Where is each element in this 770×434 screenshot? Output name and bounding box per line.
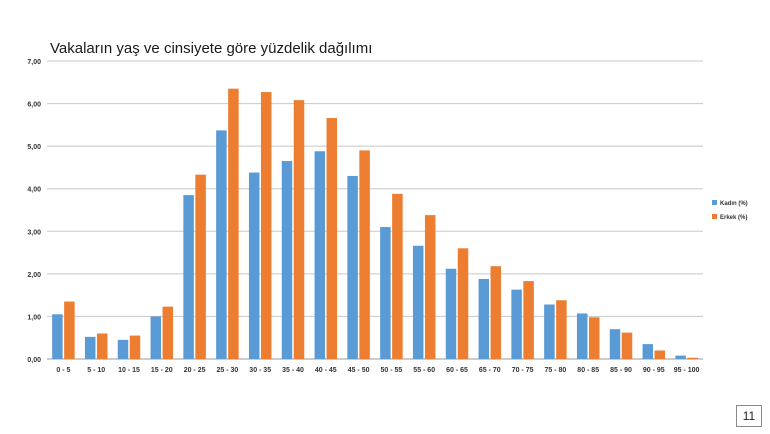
page-number-badge: 11: [736, 405, 762, 427]
y-tick-label: 6,00: [27, 102, 41, 109]
y-tick-label: 2,00: [27, 272, 41, 279]
bar-kadin: [609, 329, 621, 359]
bar-erkek: [588, 317, 600, 359]
x-tick-label: 20 - 25: [184, 367, 206, 374]
x-tick-label: 5 - 10: [87, 367, 105, 374]
bar-kadin: [347, 175, 358, 359]
bar-erkek: [129, 335, 141, 359]
bar-kadin: [84, 336, 96, 359]
legend-label: Kadın (%): [720, 201, 748, 207]
bar-erkek: [424, 215, 436, 359]
x-tick-label: 85 - 90: [610, 367, 632, 374]
chart-title: Vakaların yaş ve cinsiyete göre yüzdelik…: [50, 40, 372, 57]
x-tick-label: 65 - 70: [479, 367, 501, 374]
y-tick-label: 1,00: [27, 314, 41, 321]
bar-erkek: [293, 100, 305, 359]
bar-erkek: [392, 193, 403, 359]
legend-label: Erkek (%): [720, 215, 747, 221]
bar-erkek: [195, 174, 206, 359]
y-tick-label: 5,00: [27, 144, 41, 151]
x-tick-label: 10 - 15: [118, 367, 140, 374]
bar-erkek: [162, 306, 174, 359]
x-axis-ticks: 0 - 5 5 - 10 10 - 15 15 - 20 20 - 25 25 - 30 3…: [56, 367, 699, 374]
legend: Kadın (%) Erkek (%): [712, 200, 748, 221]
x-tick-label: 55 - 60: [413, 367, 435, 374]
bar-erkek: [687, 357, 698, 359]
bar-kadin: [52, 314, 63, 359]
bar-erkek: [359, 150, 370, 359]
bar-kadin: [642, 344, 654, 359]
bar-kadin: [216, 130, 227, 359]
bar-erkek: [326, 118, 338, 359]
x-tick-label: 50 - 55: [381, 367, 403, 374]
bar-erkek: [556, 300, 567, 359]
x-tick-label: 40 - 45: [315, 367, 337, 374]
legend-swatch: [712, 200, 717, 205]
bar-kadin: [445, 268, 457, 359]
y-axis-ticks: 0,00 1,00 2,00 3,00 4,00 5,00 6,00 7,00: [27, 59, 41, 364]
x-tick-label: 95 - 100: [674, 367, 700, 374]
bar-erkek: [654, 350, 666, 359]
x-tick-label: 60 - 65: [446, 367, 468, 374]
bar-kadin: [183, 195, 194, 359]
legend-swatch: [712, 214, 717, 219]
bar-kadin: [380, 227, 391, 359]
bar-erkek: [621, 332, 633, 359]
bar-kadin: [314, 151, 326, 359]
bar-kadin: [544, 304, 555, 359]
x-tick-label: 35 - 40: [282, 367, 304, 374]
bar-kadin: [478, 278, 490, 359]
bar-erkek: [523, 281, 534, 359]
bar-kadin: [248, 172, 260, 359]
x-tick-label: 90 - 95: [643, 367, 665, 374]
bar-erkek: [96, 333, 108, 359]
bar-kadin: [675, 355, 686, 359]
bar-kadin: [117, 339, 129, 359]
x-tick-label: 25 - 30: [217, 367, 239, 374]
bar-kadin: [281, 161, 293, 359]
y-tick-label: 0,00: [27, 357, 41, 364]
x-tick-label: 75 - 80: [545, 367, 567, 374]
bar-erkek: [64, 301, 75, 359]
x-tick-label: 0 - 5: [56, 367, 70, 374]
x-tick-label: 15 - 20: [151, 367, 173, 374]
x-tick-label: 45 - 50: [348, 367, 370, 374]
x-tick-label: 30 - 35: [249, 367, 271, 374]
bar-kadin: [511, 289, 522, 359]
bar-erkek: [260, 92, 272, 359]
y-tick-label: 7,00: [27, 59, 41, 66]
y-tick-label: 3,00: [27, 229, 41, 236]
bars: [52, 88, 698, 360]
gridlines: [47, 60, 703, 360]
bar-erkek: [490, 266, 502, 359]
bar-erkek: [228, 88, 239, 360]
x-tick-label: 80 - 85: [577, 367, 599, 374]
bar-kadin: [150, 316, 162, 359]
bar-erkek: [457, 248, 469, 359]
bar-kadin: [412, 245, 424, 359]
x-tick-label: 70 - 75: [512, 367, 534, 374]
bar-kadin: [576, 313, 588, 359]
y-tick-label: 4,00: [27, 187, 41, 194]
